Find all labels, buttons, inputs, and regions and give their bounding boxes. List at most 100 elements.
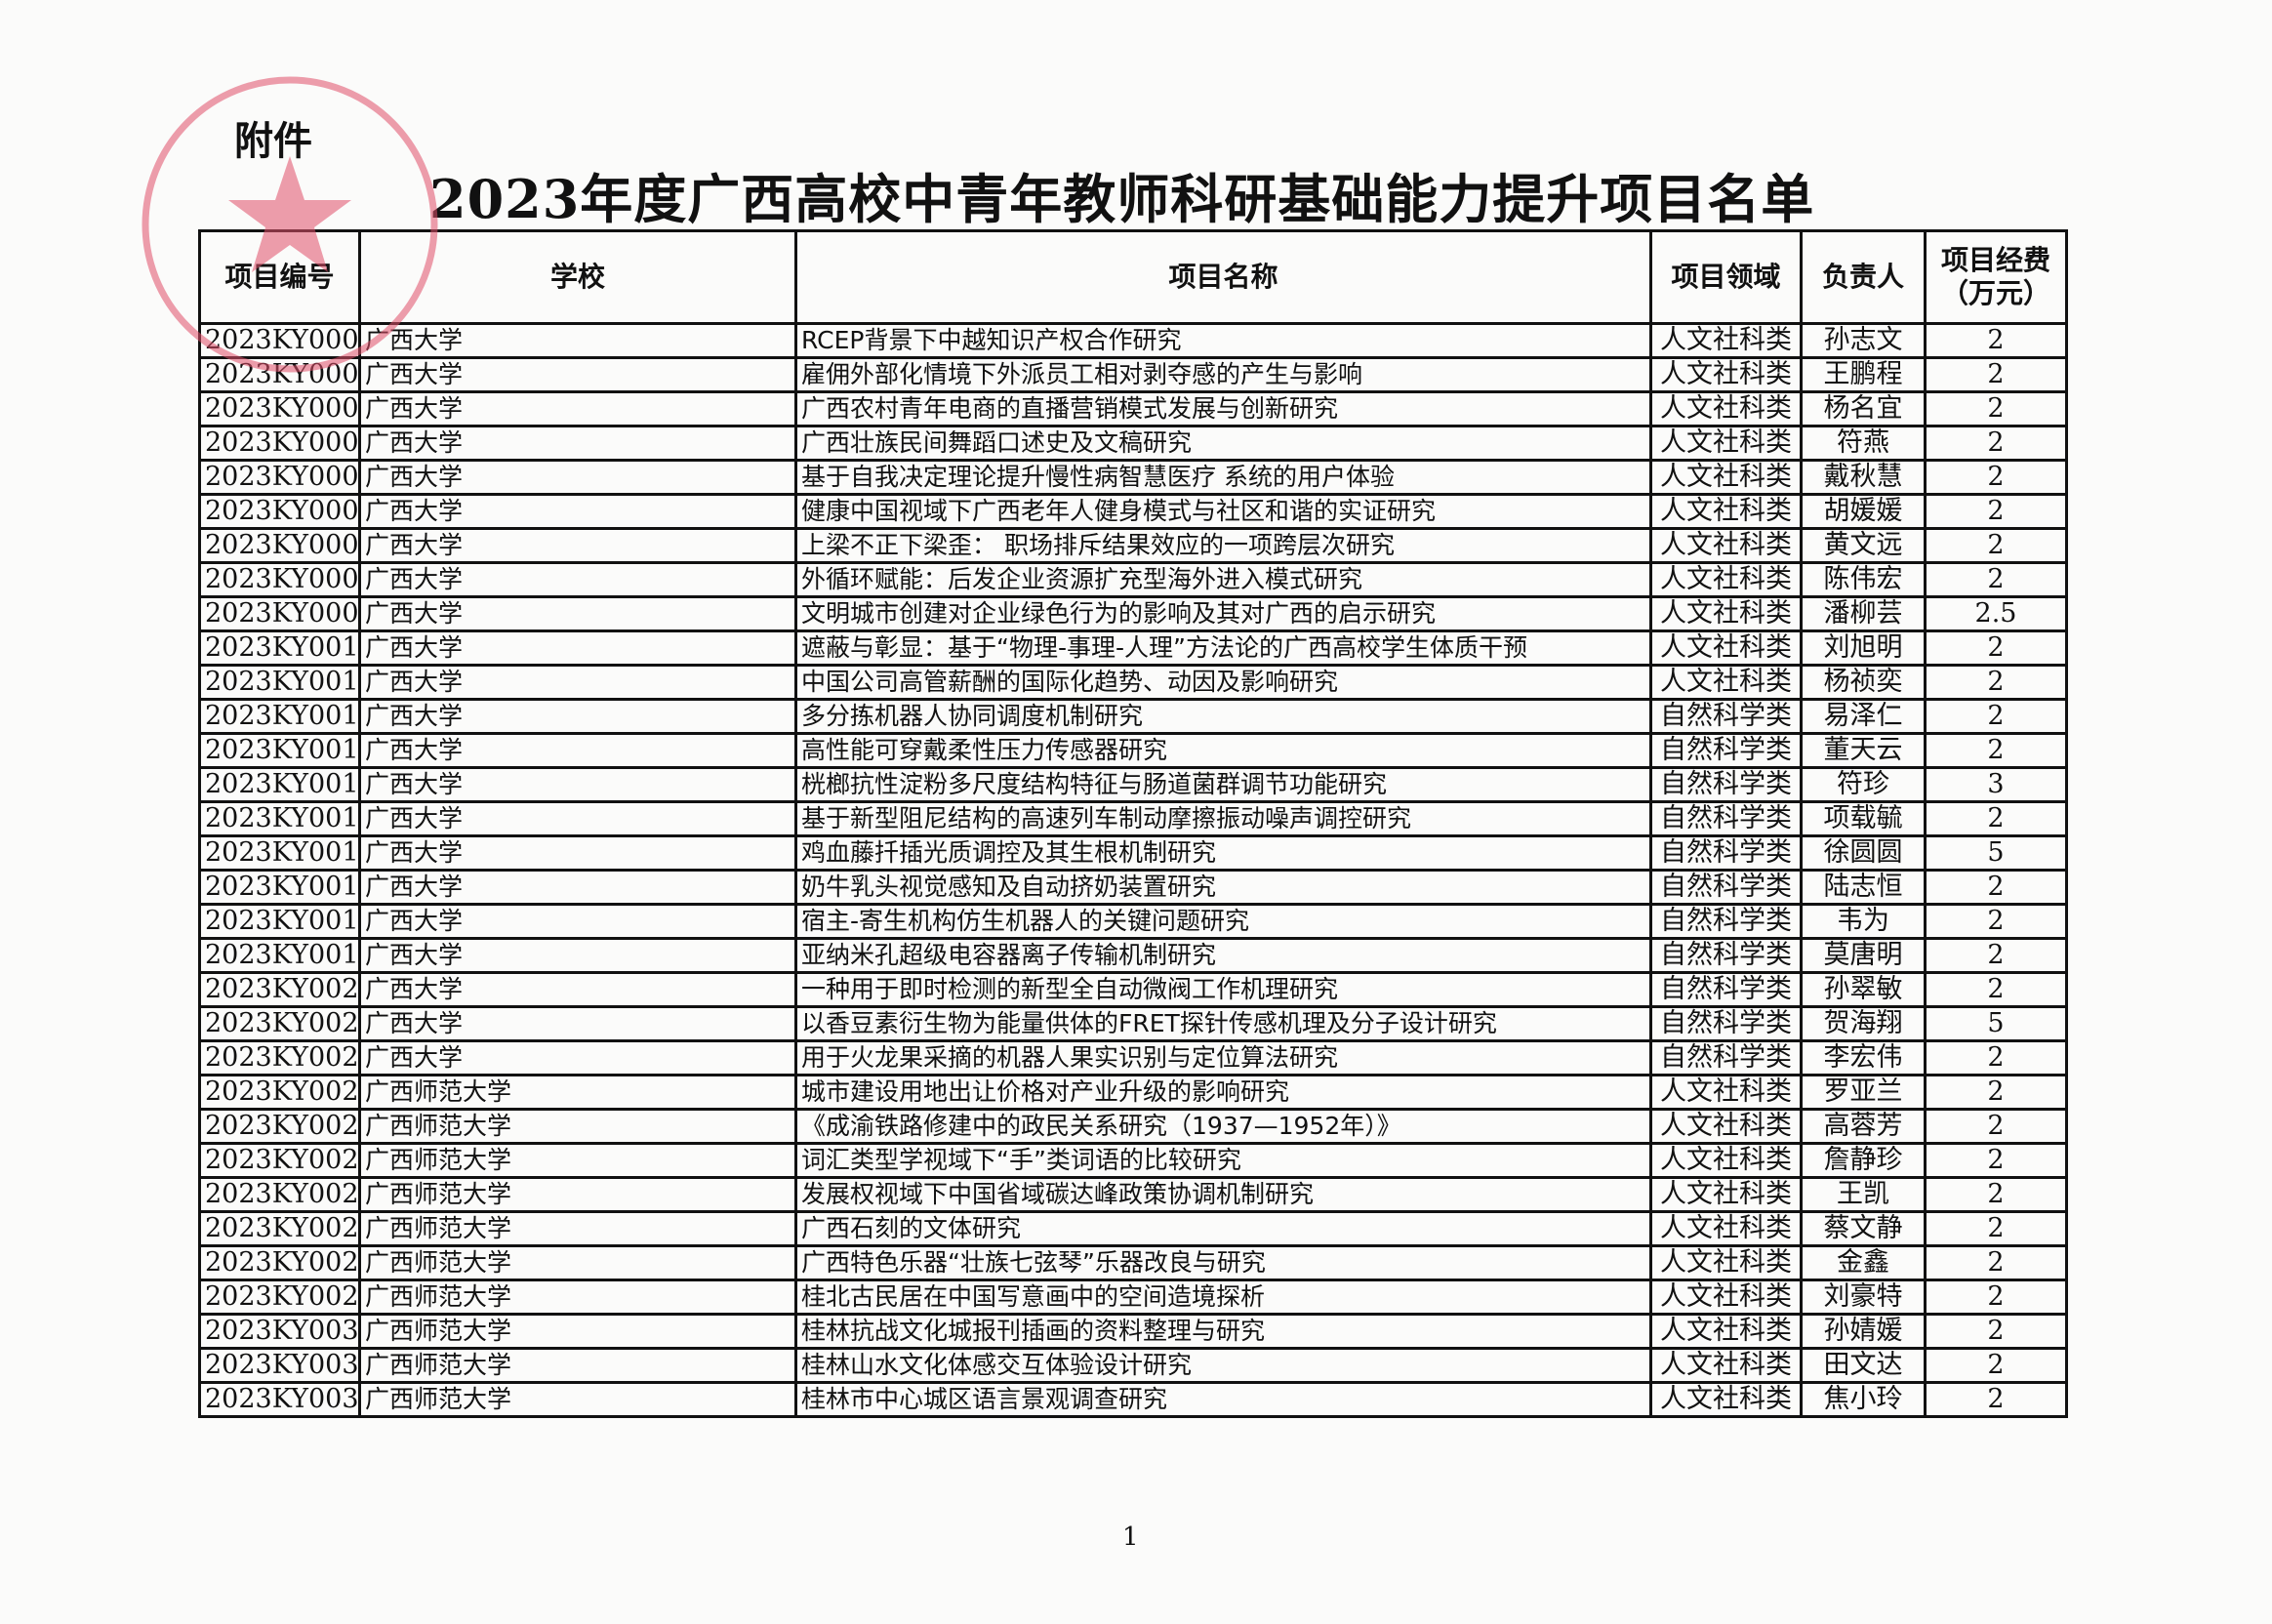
table-row: 2023KY0009 广西大学 文明城市创建对企业绿色行为的影响及其对广西的启示研究… [198, 595, 2068, 632]
cell-funding: 2 [1924, 425, 2068, 462]
table-row: 2023KY0022 广西大学 用于火龙果采摘的机器人果实识别与定位算法研究 自然科学… [198, 1039, 2068, 1076]
header-project-name: 项目名称 [794, 229, 1652, 325]
cell-funding: 2 [1924, 971, 2068, 1008]
cell-project-name: 基于自我决定理论提升慢性病智慧医疗 系统的用户体验 [794, 459, 1652, 496]
cell-school: 广西大学 [358, 527, 797, 564]
cell-field: 人文社科类 [1649, 322, 1803, 359]
table-row: 2023KY0031 广西师范大学 桂林山水文化体感交互体验设计研究 人文社科类 田文达… [198, 1347, 2068, 1384]
cell-id: 2023KY0014 [198, 766, 361, 803]
table-row: 2023KY0028 广西师范大学 广西特色乐器“壮族七弦琴”乐器改良与研究 人文社科… [198, 1244, 2068, 1281]
cell-school: 广西大学 [358, 1005, 797, 1042]
cell-school: 广西大学 [358, 595, 797, 632]
cell-id: 2023KY0024 [198, 1108, 361, 1145]
cell-leader: 罗亚兰 [1800, 1074, 1927, 1111]
cell-project-name: 遮蔽与彰显：基于“物理-事理-人理”方法论的广西高校学生体质干预 [794, 629, 1652, 667]
table-row: 2023KY0021 广西大学 以香豆素衍生物为能量供体的FRET探针传感机理及分子… [198, 1005, 2068, 1042]
cell-funding: 5 [1924, 1005, 2068, 1042]
table-row: 2023KY0016 广西大学 鸡血藤扦插光质调控及其生根机制研究 自然科学类 徐圆圆 5 [198, 834, 2068, 872]
cell-id: 2023KY0023 [198, 1074, 361, 1111]
cell-id: 2023KY0029 [198, 1279, 361, 1316]
cell-funding: 2.5 [1924, 595, 2068, 632]
table-row: 2023KY0006 广西大学 健康中国视域下广西老年人健身模式与社区和谐的实证研究… [198, 493, 2068, 530]
cell-field: 人文社科类 [1649, 1074, 1803, 1111]
cell-funding: 2 [1924, 561, 2068, 598]
cell-field: 自然科学类 [1649, 1005, 1803, 1042]
cell-id: 2023KY0019 [198, 937, 361, 974]
cell-funding: 2 [1924, 1108, 2068, 1145]
table-row: 2023KY0025 广西师范大学 词汇类型学视域下“手”类词语的比较研究 人文社科类… [198, 1142, 2068, 1179]
cell-id: 2023KY0010 [198, 629, 361, 667]
cell-funding: 2 [1924, 698, 2068, 735]
cell-id: 2023KY0013 [198, 732, 361, 769]
cell-school: 广西大学 [358, 937, 797, 974]
cell-funding: 2 [1924, 732, 2068, 769]
cell-project-name: 城市建设用地出让价格对产业升级的影响研究 [794, 1074, 1652, 1111]
cell-school: 广西大学 [358, 664, 797, 701]
cell-field: 人文社科类 [1649, 493, 1803, 530]
cell-field: 人文社科类 [1649, 629, 1803, 667]
cell-leader: 孙志文 [1800, 322, 1927, 359]
table-row: 2023KY0001 广西大学 RCEP背景下中越知识产权合作研究 人文社科类 孙志文 2 [198, 322, 2068, 359]
cell-field: 自然科学类 [1649, 869, 1803, 906]
cell-funding: 2 [1924, 390, 2068, 427]
cell-field: 人文社科类 [1649, 561, 1803, 598]
cell-field: 人文社科类 [1649, 1347, 1803, 1384]
table-row: 2023KY0011 广西大学 中国公司高管薪酬的国际化趋势、动因及影响研究 人文社科… [198, 664, 2068, 701]
cell-id: 2023KY0015 [198, 800, 361, 837]
cell-funding: 2 [1924, 664, 2068, 701]
cell-school: 广西大学 [358, 971, 797, 1008]
header-school: 学校 [358, 229, 797, 325]
cell-funding: 2 [1924, 1313, 2068, 1350]
cell-id: 2023KY0002 [198, 356, 361, 393]
cell-funding: 2 [1924, 1347, 2068, 1384]
cell-field: 自然科学类 [1649, 766, 1803, 803]
cell-id: 2023KY0020 [198, 971, 361, 1008]
cell-funding: 2 [1924, 1039, 2068, 1076]
cell-school: 广西大学 [358, 698, 797, 735]
cell-project-name: 中国公司高管薪酬的国际化趋势、动因及影响研究 [794, 664, 1652, 701]
cell-field: 人文社科类 [1649, 425, 1803, 462]
cell-field: 人文社科类 [1649, 1176, 1803, 1213]
cell-id: 2023KY0026 [198, 1176, 361, 1213]
cell-field: 自然科学类 [1649, 698, 1803, 735]
cell-id: 2023KY0021 [198, 1005, 361, 1042]
cell-leader: 戴秋慧 [1800, 459, 1927, 496]
cell-leader: 易泽仁 [1800, 698, 1927, 735]
cell-school: 广西师范大学 [358, 1244, 797, 1281]
cell-leader: 焦小玲 [1800, 1381, 1927, 1418]
table-row: 2023KY0014 广西大学 桄榔抗性淀粉多尺度结构特征与肠道菌群调节功能研究 自然… [198, 766, 2068, 803]
cell-funding: 2 [1924, 1176, 2068, 1213]
cell-project-name: 高性能可穿戴柔性压力传感器研究 [794, 732, 1652, 769]
cell-project-name: 桂北古民居在中国写意画中的空间造境探析 [794, 1279, 1652, 1316]
cell-field: 人文社科类 [1649, 1313, 1803, 1350]
cell-school: 广西大学 [358, 425, 797, 462]
table-row: 2023KY0019 广西大学 亚纳米孔超级电容器离子传输机制研究 自然科学类 莫唐明 2 [198, 937, 2068, 974]
cell-school: 广西大学 [358, 561, 797, 598]
cell-school: 广西大学 [358, 459, 797, 496]
cell-funding: 2 [1924, 869, 2068, 906]
table-row: 2023KY0017 广西大学 奶牛乳头视觉感知及自动挤奶装置研究 自然科学类 陆志恒 2 [198, 869, 2068, 906]
page-number: 1 [1122, 1522, 1139, 1552]
cell-field: 人文社科类 [1649, 459, 1803, 496]
table-header-row: 项目编号 学校 项目名称 项目领域 负责人 项目经费（万元） [198, 229, 2068, 325]
cell-field: 人文社科类 [1649, 1210, 1803, 1247]
cell-school: 广西大学 [358, 834, 797, 872]
cell-funding: 3 [1924, 766, 2068, 803]
cell-funding: 2 [1924, 937, 2068, 974]
cell-project-name: 文明城市创建对企业绿色行为的影响及其对广西的启示研究 [794, 595, 1652, 632]
cell-project-name: 用于火龙果采摘的机器人果实识别与定位算法研究 [794, 1039, 1652, 1076]
cell-school: 广西大学 [358, 1039, 797, 1076]
cell-leader: 董天云 [1800, 732, 1927, 769]
cell-funding: 2 [1924, 356, 2068, 393]
cell-field: 自然科学类 [1649, 937, 1803, 974]
cell-project-name: 健康中国视域下广西老年人健身模式与社区和谐的实证研究 [794, 493, 1652, 530]
cell-field: 人文社科类 [1649, 1142, 1803, 1179]
cell-id: 2023KY0016 [198, 834, 361, 872]
cell-school: 广西大学 [358, 493, 797, 530]
cell-project-name: RCEP背景下中越知识产权合作研究 [794, 322, 1652, 359]
page-title: 2023年度广西高校中青年教师科研基础能力提升项目名单 [429, 168, 1815, 230]
cell-leader: 徐圆圆 [1800, 834, 1927, 872]
cell-leader: 王鹏程 [1800, 356, 1927, 393]
cell-funding: 5 [1924, 834, 2068, 872]
cell-project-name: 外循环赋能：后发企业资源扩充型海外进入模式研究 [794, 561, 1652, 598]
